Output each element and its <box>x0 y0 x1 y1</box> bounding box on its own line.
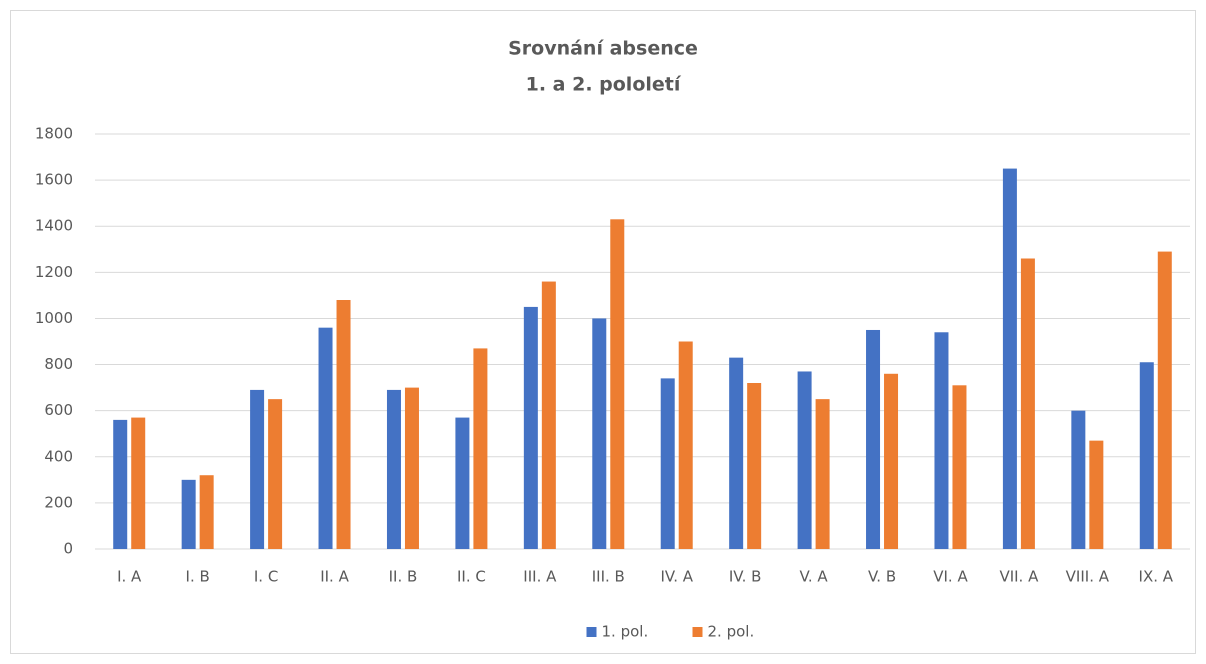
y-tick-label: 0 <box>63 540 73 558</box>
bar <box>866 329 881 549</box>
bar <box>797 371 812 549</box>
bar <box>660 378 675 549</box>
bar <box>934 332 949 549</box>
x-tick-label: V. B <box>868 568 896 586</box>
bar <box>199 475 214 549</box>
x-tick-label: II. A <box>320 568 349 586</box>
bar <box>1002 168 1017 550</box>
bar <box>1089 440 1104 549</box>
bar <box>747 383 762 549</box>
bar <box>541 281 556 549</box>
y-tick-label: 1600 <box>35 171 73 189</box>
bar <box>336 300 351 549</box>
y-tick-label: 1400 <box>35 217 73 235</box>
x-tick-label: VIII. A <box>1066 568 1110 586</box>
bar <box>268 399 283 549</box>
bar <box>473 348 488 549</box>
x-tick-label: V. A <box>800 568 829 586</box>
bar <box>131 417 146 549</box>
bar <box>1139 362 1154 549</box>
x-tick-label: II. B <box>389 568 418 586</box>
x-tick-label: I. C <box>254 568 278 586</box>
chart-title: 1. a 2. pololetí <box>526 74 682 96</box>
bar <box>404 387 419 549</box>
bar <box>1020 258 1035 549</box>
bar <box>592 318 607 549</box>
legend-label: 2. pol. <box>708 623 755 641</box>
chart-title: Srovnání absence <box>508 38 698 60</box>
x-tick-label: VII. A <box>999 568 1039 586</box>
x-tick-label: II. C <box>457 568 486 586</box>
bar <box>678 341 693 549</box>
y-tick-label: 600 <box>44 401 73 419</box>
x-tick-label: III. A <box>523 568 557 586</box>
x-tick-label: IV. B <box>729 568 762 586</box>
y-tick-label: 800 <box>44 355 73 373</box>
bar <box>815 399 830 549</box>
bar <box>1157 251 1172 550</box>
legend-label: 1. pol. <box>602 623 649 641</box>
x-tick-label: I. A <box>117 568 142 586</box>
bar <box>1071 410 1086 549</box>
bar <box>523 306 538 549</box>
bar <box>181 479 196 549</box>
y-tick-label: 400 <box>44 447 73 465</box>
legend-swatch <box>692 627 703 637</box>
bar <box>952 385 967 549</box>
bar <box>318 327 333 549</box>
bar <box>250 389 265 549</box>
bar <box>610 219 625 550</box>
x-tick-label: I. B <box>186 568 210 586</box>
x-tick-label: IX. A <box>1139 568 1174 586</box>
bar <box>884 373 899 549</box>
bar <box>455 417 470 549</box>
x-tick-label: III. B <box>592 568 625 586</box>
bar <box>729 357 744 549</box>
y-tick-label: 200 <box>44 493 73 511</box>
bar <box>386 389 401 549</box>
y-tick-label: 1000 <box>35 309 73 327</box>
y-tick-label: 1800 <box>35 125 73 143</box>
legend-swatch <box>586 627 597 637</box>
y-tick-label: 1200 <box>35 263 73 281</box>
x-tick-label: IV. A <box>660 568 693 586</box>
x-tick-label: VI. A <box>933 568 968 586</box>
bar <box>113 419 128 549</box>
